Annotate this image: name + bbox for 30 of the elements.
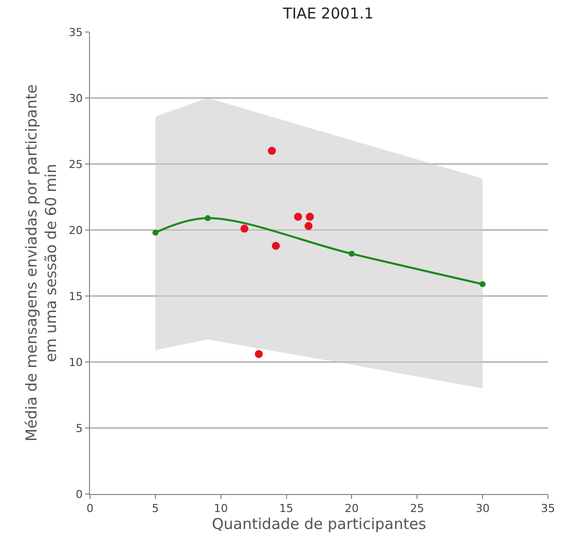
point: [204, 215, 211, 222]
x-tick-label: 35: [541, 502, 555, 516]
y-tick-label: 25: [68, 158, 83, 171]
chart-title: TIAE 2001.1: [282, 4, 374, 23]
y-tick-label: 10: [68, 356, 83, 369]
x-tick-label: 0: [86, 502, 94, 516]
y-tick-label: 30: [68, 92, 83, 105]
x-axis-title: Quantidade de participantes: [212, 515, 426, 534]
y-tick-label: 5: [76, 422, 83, 435]
point: [294, 212, 302, 221]
point: [268, 146, 276, 155]
point: [304, 222, 313, 230]
y-axis-title: Média de mensagens enviadas por participante em uma sessão de 60 min: [22, 84, 60, 442]
y-tick-label: 20: [68, 224, 83, 237]
x-tick-label: 5: [152, 502, 159, 516]
y-tick-label: 35: [68, 26, 83, 39]
x-tick-label: 30: [476, 502, 490, 516]
point: [152, 230, 158, 236]
x-tick-label: 25: [410, 502, 424, 516]
y-tick-label: 15: [68, 290, 83, 303]
point: [254, 350, 263, 358]
x-tick-label: 20: [344, 502, 359, 516]
point: [348, 250, 355, 257]
y-tick-label: 0: [76, 488, 83, 501]
x-tick-label: 15: [279, 502, 294, 516]
point: [306, 212, 314, 221]
point: [272, 242, 280, 250]
point: [480, 281, 486, 288]
x-tick-label: 10: [214, 502, 228, 516]
point: [240, 224, 248, 233]
